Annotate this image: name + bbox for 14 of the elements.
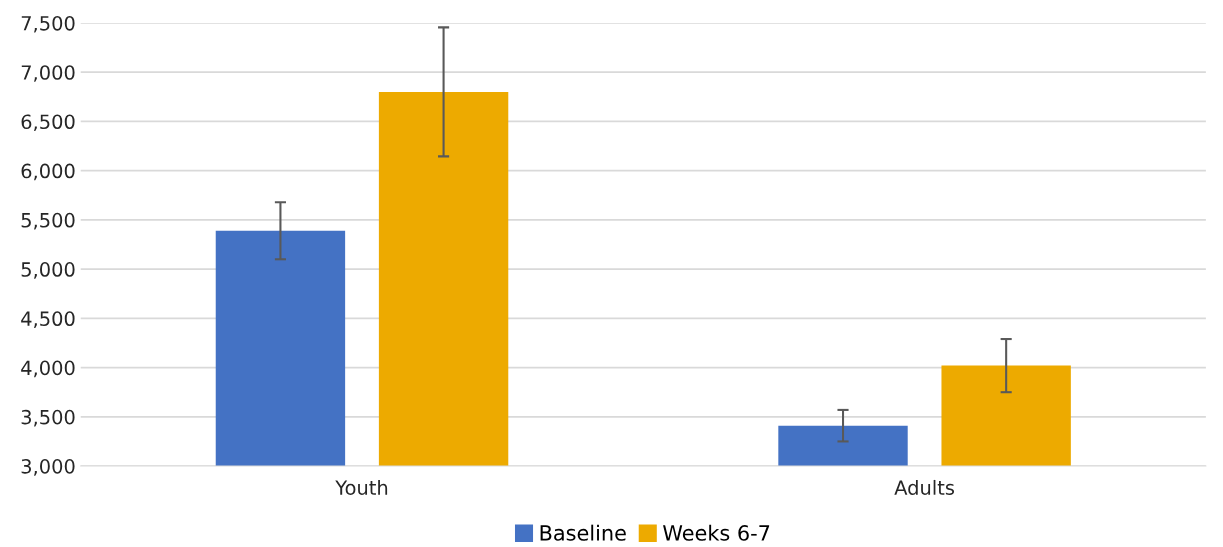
y-tick-label: 5,500 [21, 212, 75, 230]
y-tick-label: 5,000 [21, 262, 75, 279]
x-tick-label: Youth [335, 479, 388, 495]
y-tick-label: 7,000 [21, 65, 75, 82]
legend-label: Baseline [540, 524, 626, 541]
y-tick-label: 3,000 [21, 459, 75, 476]
y-tick-label: 7,500 [21, 15, 75, 33]
y-tick-label: 4,500 [21, 311, 75, 328]
y-tick-label: 3,500 [21, 409, 75, 427]
y-tick-label: 6,500 [21, 114, 75, 132]
legend-label: Weeks 6-7 [663, 524, 770, 541]
y-tick-label: 6,000 [21, 163, 75, 181]
y-tick-label: 4,000 [21, 360, 75, 378]
x-tick-label: Adults [894, 479, 955, 495]
